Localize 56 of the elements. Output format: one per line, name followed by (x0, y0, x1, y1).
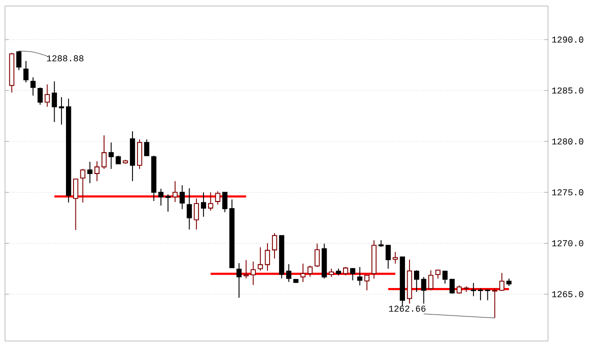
y-tick-label: 1265.0 (552, 291, 584, 298)
y-tick-label: 1275.0 (552, 189, 584, 196)
candlestick (442, 270, 448, 284)
candlestick (38, 87, 43, 106)
candlestick (200, 192, 206, 218)
candlestick (386, 244, 391, 270)
candlestick (478, 288, 484, 301)
candlestick (414, 270, 420, 292)
y-tick-label: 1270.0 (552, 240, 584, 246)
candlestick (470, 282, 476, 297)
candlestick (186, 188, 192, 230)
candlestick (250, 261, 256, 286)
candlestick (73, 178, 78, 230)
candlestick (286, 264, 292, 282)
candlestick (350, 268, 356, 281)
candlestick (357, 266, 362, 286)
candlestick (314, 243, 320, 268)
candlestick (208, 192, 214, 212)
candlestick (158, 188, 164, 206)
candlestick (215, 190, 220, 206)
y-tick-label: 1290.0 (552, 36, 584, 43)
candlestick (264, 242, 270, 272)
candlestick (180, 184, 185, 210)
candlestick (307, 265, 313, 278)
candlestick (272, 232, 278, 259)
candlestick (144, 138, 150, 156)
candlestick (364, 274, 370, 291)
candlestick (52, 80, 57, 123)
y-tick-label: 1280.0 (552, 138, 584, 144)
candlestick (23, 60, 29, 83)
candlestick (244, 260, 249, 279)
candlestick (94, 160, 100, 182)
candlestick (300, 263, 306, 282)
annotation: 1262.66 (389, 306, 426, 312)
candlestick (102, 134, 107, 170)
annotation: 1288.88 (46, 55, 84, 62)
candlestick (485, 289, 490, 301)
candlestick (236, 262, 242, 298)
candlestick (44, 84, 50, 108)
candlestick (258, 246, 263, 272)
y-tick-label: 1285.0 (552, 87, 584, 94)
candlestick (30, 76, 36, 96)
candlestick (137, 138, 142, 170)
candlestick (165, 194, 171, 212)
candlestick (222, 192, 228, 213)
candlestick (87, 161, 92, 184)
candlestick (499, 272, 504, 292)
candlestick (172, 180, 178, 202)
candlestick (492, 288, 498, 318)
candlestick (421, 276, 426, 304)
candlestick (194, 198, 199, 230)
candlestick (392, 251, 398, 264)
candlestick (58, 96, 64, 126)
candlestick (428, 270, 434, 291)
candlestick (80, 168, 86, 203)
candlestick (450, 278, 455, 294)
